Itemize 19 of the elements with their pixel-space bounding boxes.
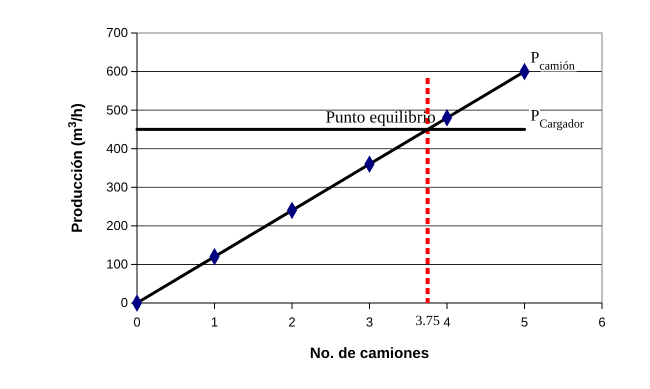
x-tick-label: 0 [133, 314, 141, 330]
y-tick-label: 0 [120, 295, 128, 310]
y-tick-label: 500 [106, 102, 128, 118]
x-tick-label: 4 [443, 314, 451, 330]
y-tick-label: 300 [106, 179, 128, 194]
y-tick-label: 200 [106, 218, 128, 234]
y-tick-label: 400 [106, 140, 128, 156]
annotation: Punto equilibrio [326, 107, 436, 126]
x-axis-title: No. de camiones [310, 345, 430, 362]
series-label: P$_{camión}$ [530, 50, 575, 73]
y-tick-label: 700 [106, 25, 128, 40]
y-tick-label: 600 [106, 64, 128, 79]
ref-line-label: 3.75 [415, 314, 440, 329]
y-tick-label: 100 [106, 256, 128, 272]
x-tick-label: 1 [210, 314, 218, 330]
x-tick-label: 5 [520, 314, 528, 330]
x-tick-label: 2 [288, 314, 296, 330]
x-tick-label: 6 [598, 314, 606, 330]
x-tick-label: 3 [366, 314, 374, 330]
